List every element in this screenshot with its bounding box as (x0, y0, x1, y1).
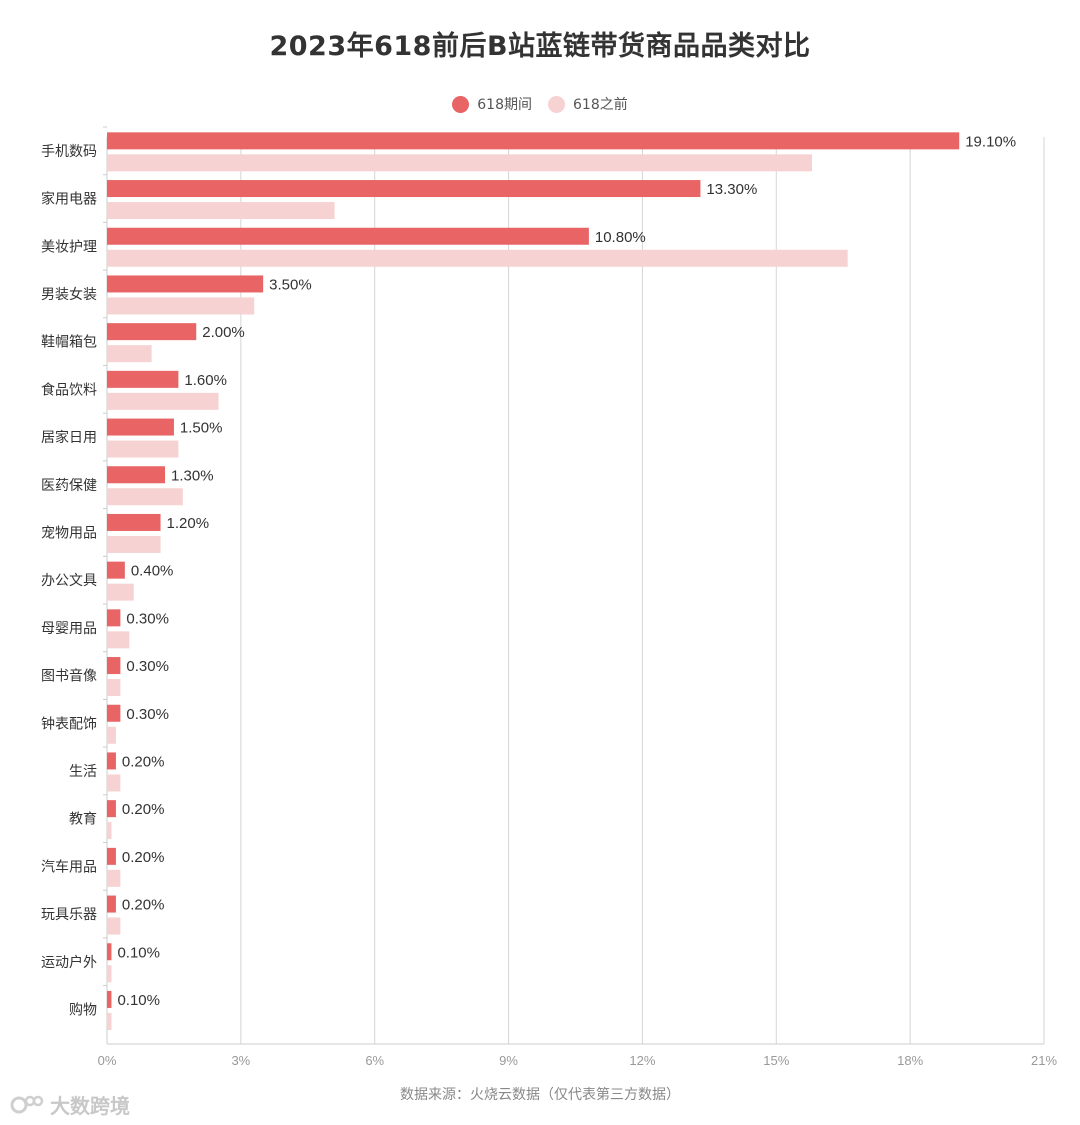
bar-618-before (107, 154, 812, 172)
bar-618-during (107, 609, 121, 627)
legend-item-618-during[interactable]: 618期间 (452, 94, 532, 114)
data-label-618-during: 0.10% (117, 992, 160, 1009)
x-tick-label: 21% (1031, 1053, 1057, 1068)
bar-618-during (107, 943, 112, 961)
category-label: 居家日用 (41, 429, 97, 446)
category-label: 玩具乐器 (41, 907, 97, 923)
bar-618-before (107, 345, 152, 363)
category-label: 鞋帽箱包 (41, 335, 97, 351)
category-label: 美妆护理 (41, 239, 97, 255)
data-label-618-during: 0.30% (126, 610, 169, 627)
category-label: 母婴用品 (41, 621, 97, 637)
bar-618-before (107, 822, 112, 840)
bar-618-during (107, 370, 179, 388)
category-label: 医药保健 (41, 478, 97, 494)
bar-618-during (107, 180, 701, 198)
data-label-618-during: 0.20% (122, 897, 165, 914)
bar-618-before (107, 202, 335, 220)
category-label: 钟表配饰 (41, 715, 97, 732)
bar-618-during (107, 847, 116, 865)
category-label: 汽车用品 (41, 858, 97, 875)
x-tick-label: 6% (365, 1053, 384, 1068)
bar-618-during (107, 990, 112, 1008)
bar-618-during (107, 561, 125, 579)
category-label: 男装女装 (41, 286, 97, 303)
bar-618-before (107, 392, 219, 410)
bar-618-before (107, 869, 121, 887)
x-tick-label: 18% (897, 1053, 923, 1068)
bar-618-before (107, 249, 848, 267)
data-label-618-during: 10.80% (595, 229, 646, 246)
bar-618-during (107, 418, 174, 436)
x-tick-label: 9% (499, 1053, 518, 1068)
bar-618-before (107, 726, 116, 744)
bar-618-before (107, 583, 134, 601)
data-label-618-during: 1.30% (171, 467, 214, 484)
category-label: 办公文具 (41, 573, 97, 589)
legend-marker-618-before (548, 95, 565, 113)
data-label-618-during: 0.20% (122, 753, 165, 770)
bar-618-before (107, 488, 183, 506)
bar-618-before (107, 297, 255, 315)
data-label-618-during: 19.10% (965, 133, 1016, 150)
bar-618-before (107, 917, 121, 935)
category-label: 教育 (69, 812, 97, 828)
x-tick-label: 15% (763, 1053, 789, 1068)
bar-618-during (107, 752, 116, 770)
data-label-618-during: 1.60% (184, 372, 227, 389)
category-label: 手机数码 (41, 144, 97, 160)
watermark: 大数跨境 (10, 1090, 130, 1119)
bar-618-during (107, 895, 116, 913)
bar-618-during (107, 275, 264, 293)
bar-618-during (107, 513, 161, 531)
bar-618-before (107, 631, 130, 649)
category-label: 图书音像 (41, 668, 97, 685)
chart-legend: 618期间 618之前 (0, 94, 1080, 114)
x-tick-label: 0% (98, 1053, 117, 1068)
data-label-618-during: 0.10% (117, 944, 160, 961)
watermark-logo-icon (10, 1095, 44, 1113)
data-label-618-during: 1.50% (180, 420, 223, 437)
data-label-618-during: 0.40% (131, 563, 174, 580)
bar-618-before (107, 965, 112, 983)
data-label-618-during: 0.30% (126, 658, 169, 675)
data-label-618-during: 0.30% (126, 706, 169, 723)
bar-618-before (107, 1012, 112, 1030)
category-label: 食品饮料 (41, 381, 97, 398)
bar-618-during (107, 132, 960, 150)
bar-618-before (107, 440, 179, 458)
bar-618-during (107, 227, 589, 245)
bar-618-before (107, 774, 121, 792)
legend-item-618-before[interactable]: 618之前 (548, 94, 628, 114)
category-label: 家用电器 (41, 191, 97, 208)
x-tick-label: 3% (231, 1053, 250, 1068)
category-label: 宠物用品 (41, 525, 97, 541)
bar-618-before (107, 535, 161, 553)
bar-618-during (107, 800, 116, 818)
bar-618-during (107, 704, 121, 722)
chart-title: 2023年618前后B站蓝链带货商品品类对比 (269, 31, 811, 62)
legend-label-618-during: 618期间 (477, 97, 532, 113)
x-tick-label: 12% (629, 1053, 655, 1068)
watermark-text: 大数跨境 (50, 1094, 130, 1118)
data-label-618-during: 2.00% (202, 324, 245, 341)
bar-618-before (107, 679, 121, 697)
bar-618-during (107, 466, 166, 484)
data-label-618-during: 0.20% (122, 801, 165, 818)
category-label: 购物 (69, 1002, 97, 1018)
data-label-618-during: 1.20% (167, 515, 210, 532)
data-label-618-during: 3.50% (269, 276, 312, 293)
bar-618-during (107, 323, 197, 341)
data-source-note: 数据来源：火烧云数据（仅代表第三方数据） (400, 1087, 680, 1103)
legend-marker-618-during (452, 95, 470, 113)
category-label: 运动户外 (41, 954, 97, 971)
data-label-618-during: 13.30% (706, 181, 757, 198)
bar-618-during (107, 657, 121, 675)
data-label-618-during: 0.20% (122, 849, 165, 866)
category-label: 生活 (69, 764, 97, 780)
legend-label-618-before: 618之前 (573, 97, 628, 113)
